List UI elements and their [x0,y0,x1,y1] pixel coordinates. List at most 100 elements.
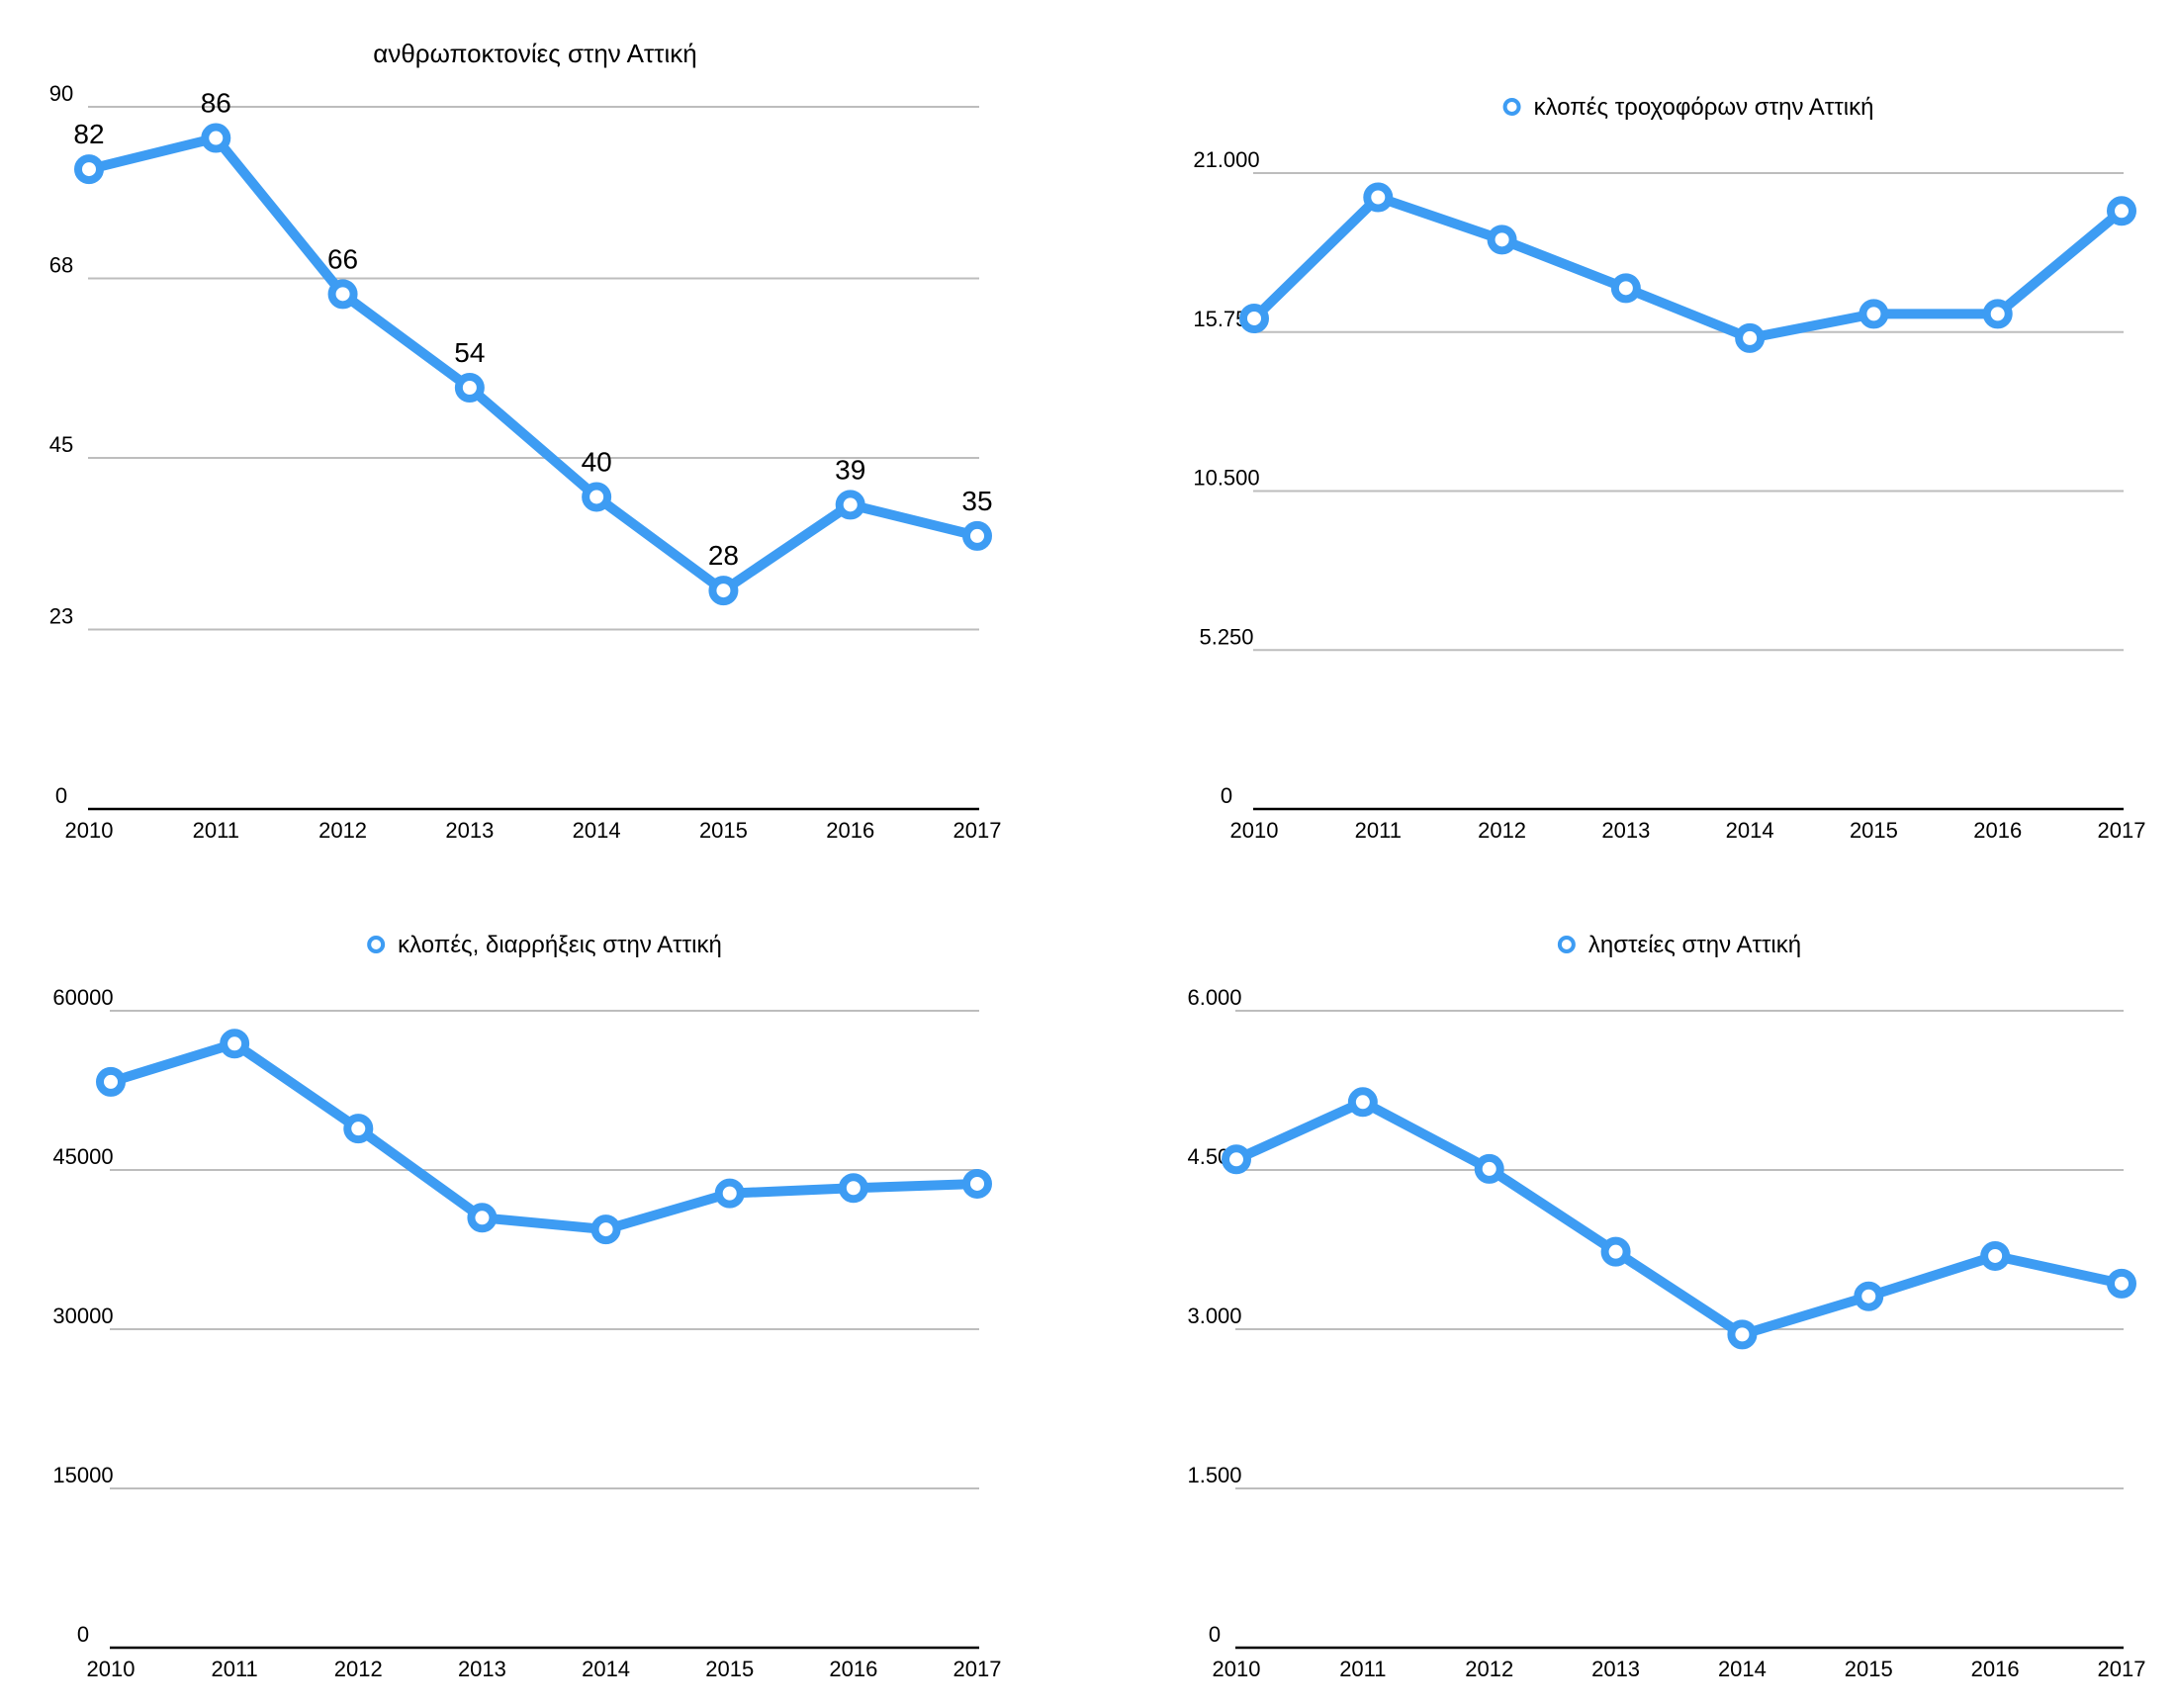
x-tick-label: 2017 [953,818,1002,843]
x-tick-label: 2012 [334,1657,383,1681]
y-tick-label: 15000 [52,1463,113,1487]
x-tick-label: 2014 [1726,818,1774,843]
y-tick-label: 90 [49,81,73,106]
y-tick-label: 45000 [52,1144,113,1169]
y-tick-label: 0 [77,1622,89,1647]
x-tick-label: 2017 [2098,818,2146,843]
data-point [1487,225,1517,255]
data-point [327,279,358,310]
data-point [708,576,739,606]
x-tick-label: 2012 [318,818,367,843]
data-point [1610,273,1641,304]
data-point [1474,1153,1504,1184]
data-label: 40 [582,446,612,477]
data-point [1727,1319,1758,1350]
data-point [962,520,992,551]
x-tick-label: 2010 [87,1657,136,1681]
y-tick-label: 60000 [52,985,113,1010]
x-tick-label: 2015 [699,818,748,843]
x-tick-label: 2014 [582,1657,630,1681]
data-point [1980,1240,2011,1271]
data-point [1859,299,1889,329]
series-line [1249,192,2127,343]
x-tick-label: 2012 [1465,1657,1513,1681]
data-point [1982,299,2013,329]
y-tick-label: 0 [1221,783,1232,808]
y-tick-label: 21.000 [1193,147,1259,172]
x-tick-label: 2014 [573,818,621,843]
data-point [582,482,612,512]
data-point [835,490,865,520]
data-point [962,1168,992,1199]
x-tick-label: 2014 [1718,1657,1767,1681]
data-point [2107,196,2136,226]
y-tick-label: 45 [49,432,73,457]
x-tick-label: 2016 [1973,818,2022,843]
x-tick-label: 2015 [1845,1657,1893,1681]
data-label: 82 [73,119,104,149]
data-label: 35 [961,486,992,516]
x-tick-label: 2013 [1601,818,1650,843]
legend-label: ληστείες στην Αττική [1588,932,1801,958]
legend-marker [1557,936,1576,953]
x-tick-label: 2013 [1591,1657,1640,1681]
data-label: 86 [201,88,231,119]
data-label: 66 [327,243,358,274]
series-line [1231,1097,2127,1340]
x-tick-label: 2010 [65,818,114,843]
series-line [106,1038,982,1235]
y-tick-label: 6.000 [1187,985,1241,1010]
x-tick-label: 2011 [1355,818,1402,843]
y-tick-label: 68 [49,253,73,278]
y-tick-label: 30000 [52,1303,113,1328]
data-point [2107,1268,2136,1299]
data-point [714,1178,745,1209]
legend-label: κλοπές τροχοφόρων στην Αττική [1534,94,1874,121]
data-point [1239,303,1269,333]
data-point [201,123,231,153]
x-tick-label: 2010 [1230,818,1279,843]
data-point [96,1066,126,1097]
data-point [1854,1281,1884,1311]
data-point [454,373,485,403]
data-point [1735,322,1766,353]
x-tick-label: 2017 [2098,1657,2146,1681]
data-label: 54 [454,337,485,368]
data-point [1600,1236,1631,1267]
data-point [590,1214,621,1245]
x-tick-label: 2016 [1971,1657,2020,1681]
x-tick-label: 2016 [826,818,874,843]
x-tick-label: 2015 [705,1657,754,1681]
data-label: 28 [708,540,739,571]
y-tick-label: 1.500 [1187,1463,1241,1487]
data-point [343,1114,374,1144]
x-tick-label: 2011 [211,1657,257,1681]
x-tick-label: 2013 [458,1657,506,1681]
y-tick-label: 0 [1209,1622,1221,1647]
x-tick-label: 2011 [193,818,239,843]
data-point [1222,1144,1251,1175]
x-tick-label: 2010 [1213,1657,1261,1681]
data-point [74,154,104,185]
x-tick-label: 2012 [1478,818,1526,843]
x-tick-label: 2013 [445,818,494,843]
y-tick-label: 10.500 [1193,466,1259,491]
data-point [220,1029,250,1059]
data-point [467,1203,498,1233]
x-tick-label: 2015 [1850,818,1898,843]
data-point [838,1173,868,1204]
data-point [1363,182,1394,213]
data-point [1347,1087,1378,1118]
legend-label: κλοπές, διαρρήξεις στην Αττική [398,932,722,958]
y-tick-label: 5.250 [1199,624,1253,649]
x-tick-label: 2016 [829,1657,877,1681]
series-line [84,133,982,596]
x-tick-label: 2011 [1339,1657,1386,1681]
chart-title: ανθρωποκτονίες στην Αττική [373,39,696,68]
legend-marker [367,936,386,953]
y-tick-label: 3.000 [1187,1303,1241,1328]
legend-marker [1502,98,1521,116]
y-tick-label: 0 [55,783,67,808]
